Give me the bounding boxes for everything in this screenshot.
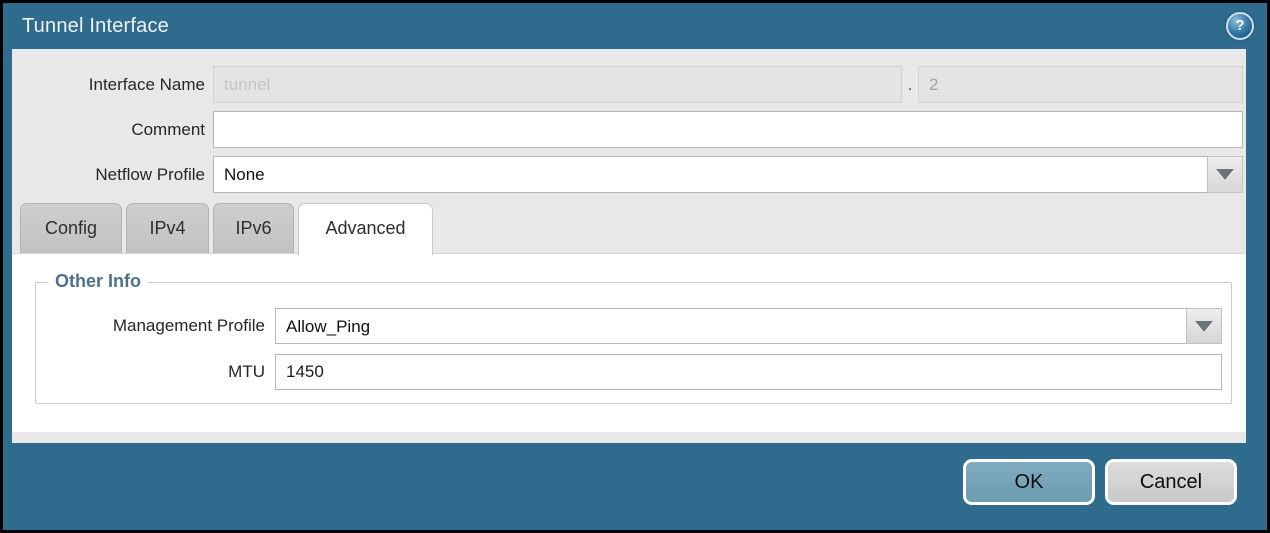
dialog-body: Interface Name . Comment Netflow Profile… <box>12 49 1246 443</box>
interface-name-separator: . <box>907 75 913 94</box>
tab-advanced[interactable]: Advanced <box>298 203 433 255</box>
management-profile-dropdown-button[interactable] <box>1186 308 1222 344</box>
dialog-titlebar: Tunnel Interface <box>3 3 1267 49</box>
management-profile-value[interactable]: Allow_Ping <box>275 308 1187 344</box>
other-info-legend: Other Info <box>48 271 148 292</box>
netflow-profile-label: Netflow Profile <box>95 165 205 184</box>
help-icon[interactable]: ? <box>1226 12 1254 40</box>
management-profile-row: Management Profile Allow_Ping <box>36 308 1222 344</box>
comment-row: Comment <box>12 111 1243 148</box>
tab-ipv4[interactable]: IPv4 <box>126 203 209 253</box>
netflow-profile-dropdown-button[interactable] <box>1207 156 1243 193</box>
chevron-down-icon <box>1216 169 1234 180</box>
chevron-down-icon <box>1195 320 1213 332</box>
netflow-profile-row: Netflow Profile None <box>12 156 1243 193</box>
ok-button[interactable]: OK <box>963 459 1095 505</box>
dialog-title: Tunnel Interface <box>22 15 169 37</box>
other-info-fieldset: Other Info Management Profile Allow_Ping… <box>35 271 1232 404</box>
help-question-glyph: ? <box>1235 17 1245 34</box>
mtu-input[interactable] <box>275 354 1222 390</box>
interface-name-label: Interface Name <box>88 75 205 94</box>
comment-input[interactable] <box>213 111 1243 148</box>
interface-name-row: Interface Name . <box>12 66 1243 103</box>
advanced-tab-panel: Other Info Management Profile Allow_Ping… <box>12 253 1246 432</box>
interface-name-suffix-input <box>918 66 1243 103</box>
cancel-button[interactable]: Cancel <box>1105 459 1237 505</box>
mtu-label: MTU <box>228 362 265 381</box>
management-profile-dropdown[interactable]: Allow_Ping <box>275 308 1222 344</box>
tab-strip: Config IPv4 IPv6 Advanced <box>20 203 433 255</box>
management-profile-label: Management Profile <box>112 316 265 335</box>
netflow-profile-value[interactable]: None <box>213 156 1208 193</box>
tab-ipv6[interactable]: IPv6 <box>213 203 294 253</box>
tab-config[interactable]: Config <box>20 203 122 253</box>
mtu-row: MTU <box>36 354 1222 390</box>
interface-name-input <box>213 66 902 103</box>
netflow-profile-dropdown[interactable]: None <box>213 156 1243 193</box>
comment-label: Comment <box>131 120 205 139</box>
